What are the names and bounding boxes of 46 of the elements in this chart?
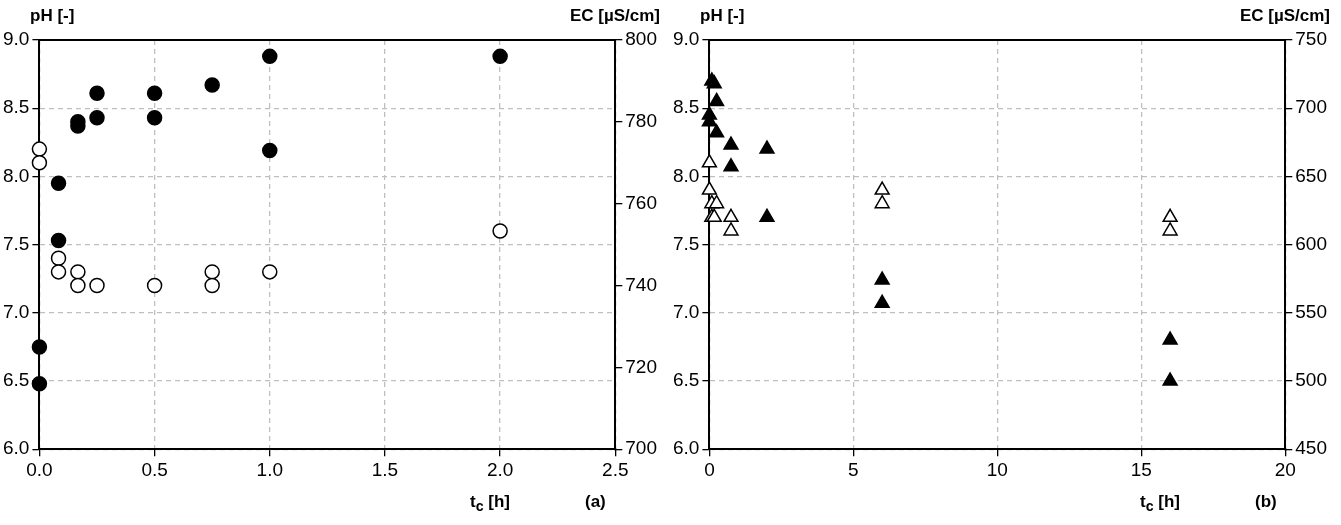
y2-axis-title: EC [µS/cm] (569, 6, 660, 26)
y2-tick-label: 700 (1295, 96, 1327, 118)
text: (a) (585, 492, 606, 512)
y2-tick-label: 800 (625, 28, 657, 50)
y-tick-label: 6.5 (2, 369, 30, 391)
x-tick-label: 0.0 (26, 458, 53, 480)
y-tick-label: 8.0 (672, 164, 700, 186)
y-tick-label: 6.5 (672, 369, 700, 391)
y2-tick-label: 720 (625, 355, 657, 377)
x-axis-title: t$_{c}$ [h] (470, 492, 510, 515)
y-tick-label: 8.0 (2, 164, 30, 186)
y2-tick-label: 450 (1295, 437, 1327, 459)
text: (b) (1255, 492, 1277, 512)
x-tick-label: 2.0 (486, 458, 514, 480)
y2-tick-label: 700 (625, 437, 657, 459)
y2-axis-title: EC [µS/cm] (1239, 6, 1330, 26)
y2-tick-label: 740 (625, 273, 657, 295)
x-tick-label: 1.5 (371, 458, 399, 480)
y-tick-label: 7.5 (2, 232, 30, 254)
y-tick-label: 7.0 (2, 301, 30, 323)
x-tick-label: 5 (848, 458, 859, 480)
x-tick-label: 1.0 (256, 458, 283, 480)
y2-tick-label: 750 (1295, 28, 1327, 50)
y2-tick-label: 500 (1295, 369, 1327, 391)
x-tick-label: 0 (704, 458, 715, 480)
x-axis-title: t$_{c}$ [h] (1140, 492, 1180, 515)
x-tick-label: 20 (1274, 458, 1296, 480)
y2-tick-label: 650 (1295, 164, 1327, 186)
x-tick-label: 10 (986, 458, 1008, 480)
y-tick-label: 7.5 (672, 232, 700, 254)
x-tick-label: 15 (1130, 458, 1152, 480)
y-tick-label: 7.0 (672, 301, 700, 323)
y-axis-title: pH [-] (700, 6, 745, 26)
y2-tick-label: 600 (1295, 232, 1327, 254)
y2-tick-label: 760 (625, 191, 657, 213)
y-tick-label: 9.0 (2, 28, 30, 50)
y2-tick-label: 780 (625, 110, 657, 132)
x-tick-label: 0.5 (141, 458, 168, 480)
x-tick-label: 2.5 (602, 458, 629, 480)
y-axis-title: pH [-] (30, 6, 75, 26)
y2-tick-label: 550 (1295, 301, 1327, 323)
y-tick-label: 9.0 (672, 28, 700, 50)
y-tick-label: 6.0 (2, 437, 30, 459)
y-tick-label: 8.5 (672, 96, 700, 118)
y-tick-label: 6.0 (672, 437, 700, 459)
y-tick-label: 8.5 (2, 96, 30, 118)
